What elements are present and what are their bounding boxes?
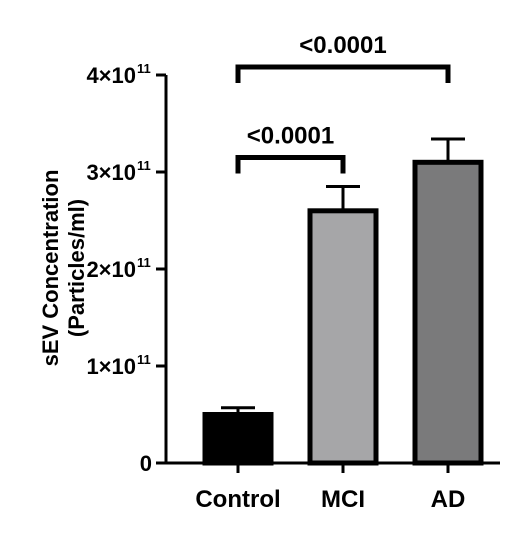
- y-tick-label: 4×10: [86, 63, 136, 88]
- y-axis-label-line1: sEV Concentration: [38, 170, 63, 367]
- y-tick-label: 3×10: [86, 160, 136, 185]
- bar-mci: [307, 208, 379, 466]
- error-bars: [221, 137, 465, 415]
- bar-control: [202, 412, 274, 466]
- y-tick-exponent: 11: [137, 158, 151, 173]
- x-category-label-mci: MCI: [321, 486, 365, 513]
- significance-label-control-mci: <0.0001: [247, 122, 334, 149]
- x-category-label-ad: AD: [431, 486, 466, 513]
- bar-ad: [412, 159, 484, 466]
- significance-brackets: <0.0001 <0.0001: [235, 32, 451, 174]
- y-tick-label: 1×10: [86, 354, 136, 379]
- y-tick-exponent: 11: [137, 61, 151, 76]
- y-axis-label-group: sEV Concentration (Particles/ml): [38, 170, 89, 367]
- significance-bracket-control-mci: [235, 154, 346, 174]
- significance-bracket-control-ad: [235, 64, 451, 83]
- x-category-label-control: Control: [195, 486, 280, 513]
- y-axis-label-line2: (Particles/ml): [64, 199, 89, 337]
- y-tick-label: 2×10: [86, 257, 136, 282]
- y-tick-exponent: 11: [137, 352, 151, 367]
- significance-label-control-ad: <0.0001: [299, 32, 386, 59]
- y-tick-label: 0: [140, 451, 152, 476]
- bars: [202, 159, 484, 466]
- y-tick-exponent: 11: [137, 255, 151, 270]
